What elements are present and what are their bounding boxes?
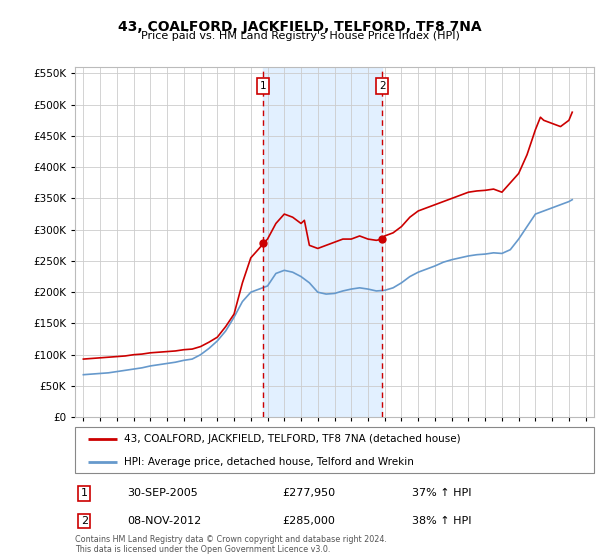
Text: Contains HM Land Registry data © Crown copyright and database right 2024.
This d: Contains HM Land Registry data © Crown c… [75, 535, 387, 554]
Text: 2: 2 [379, 81, 386, 91]
FancyBboxPatch shape [75, 427, 594, 473]
Text: Price paid vs. HM Land Registry's House Price Index (HPI): Price paid vs. HM Land Registry's House … [140, 31, 460, 41]
Text: 08-NOV-2012: 08-NOV-2012 [127, 516, 201, 526]
Text: 30-SEP-2005: 30-SEP-2005 [127, 488, 197, 498]
Text: HPI: Average price, detached house, Telford and Wrekin: HPI: Average price, detached house, Telf… [124, 457, 414, 466]
Text: 43, COALFORD, JACKFIELD, TELFORD, TF8 7NA: 43, COALFORD, JACKFIELD, TELFORD, TF8 7N… [118, 20, 482, 34]
Text: £277,950: £277,950 [283, 488, 336, 498]
Text: 43, COALFORD, JACKFIELD, TELFORD, TF8 7NA (detached house): 43, COALFORD, JACKFIELD, TELFORD, TF8 7N… [124, 434, 461, 444]
Text: 1: 1 [81, 488, 88, 498]
Text: 1: 1 [260, 81, 266, 91]
Text: 38% ↑ HPI: 38% ↑ HPI [412, 516, 472, 526]
Text: £285,000: £285,000 [283, 516, 335, 526]
Bar [263, 67, 382, 417]
Text: 37% ↑ HPI: 37% ↑ HPI [412, 488, 472, 498]
Text: 2: 2 [81, 516, 88, 526]
